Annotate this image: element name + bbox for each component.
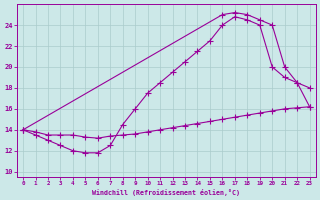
X-axis label: Windchill (Refroidissement éolien,°C): Windchill (Refroidissement éolien,°C) [92,189,240,196]
